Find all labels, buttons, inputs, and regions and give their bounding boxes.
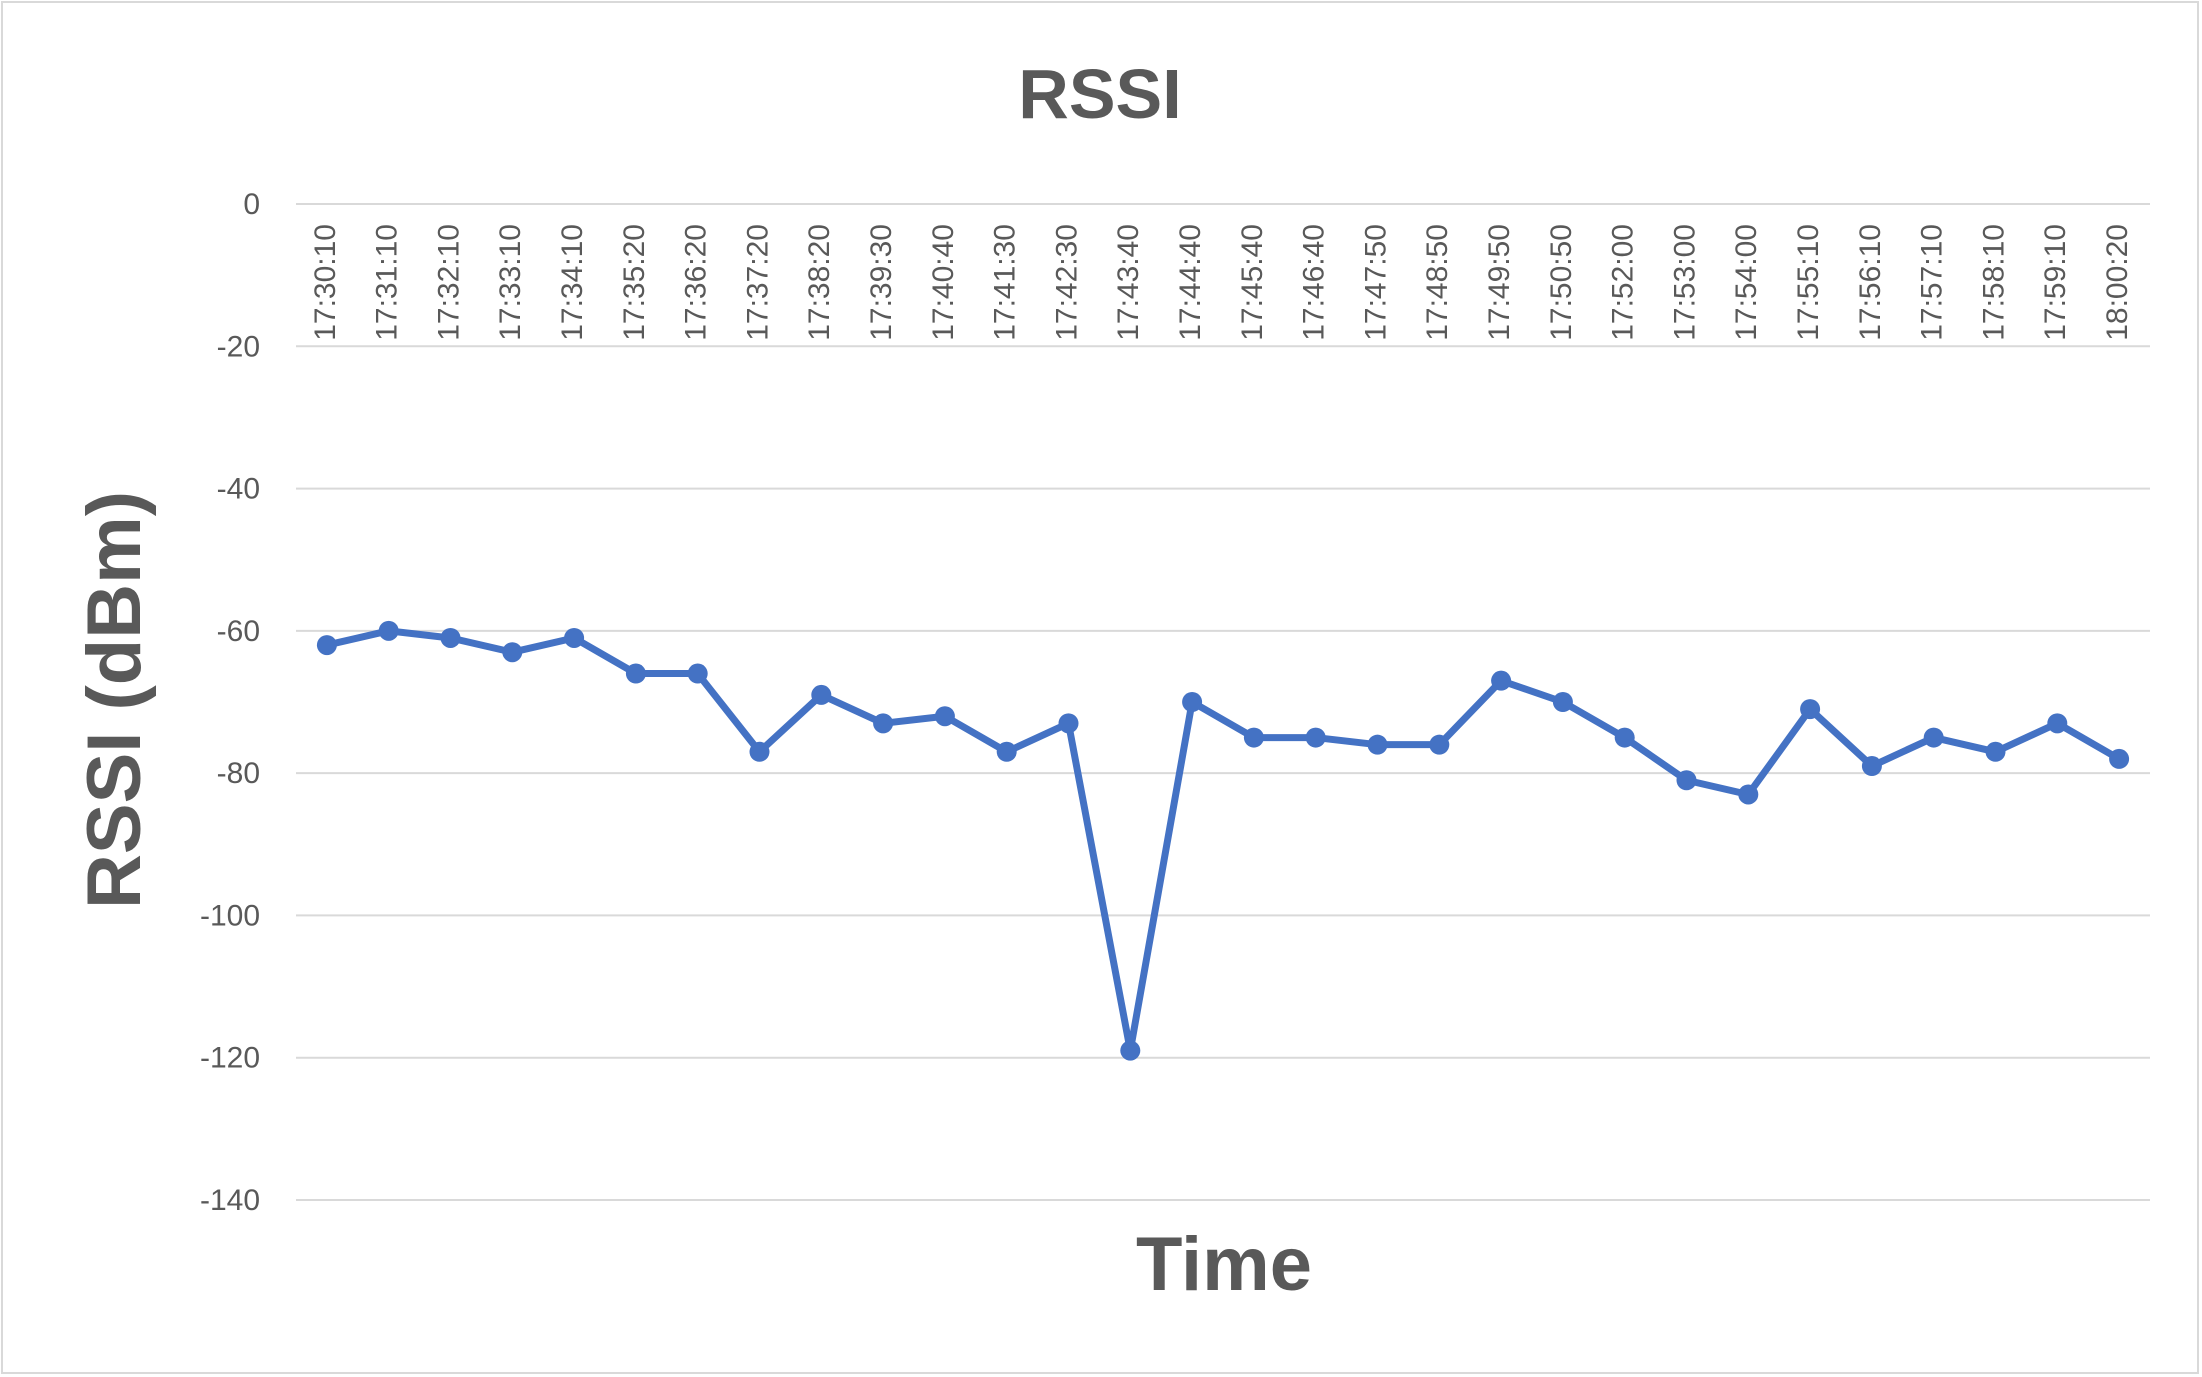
x-tick-label: 17:56:10 bbox=[1854, 224, 1887, 341]
y-tick-label: -40 bbox=[217, 473, 260, 506]
x-tick-label: 17:43:40 bbox=[1112, 224, 1145, 341]
y-tick-label: -140 bbox=[200, 1184, 260, 1217]
x-tick-label: 17:30:10 bbox=[309, 224, 342, 341]
x-tick-label: 17:50:50 bbox=[1545, 224, 1578, 341]
x-tick-label: 17:59:10 bbox=[2039, 224, 2072, 341]
y-tick-labels: 0 -20 -40 -60 -80 -100 -120 -140 bbox=[200, 188, 260, 1217]
y-tick-label: -60 bbox=[217, 615, 260, 648]
x-tick-label: 17:49:50 bbox=[1483, 224, 1516, 341]
x-tick-label: 17:33:10 bbox=[494, 224, 527, 341]
data-point bbox=[316, 635, 337, 656]
data-point bbox=[440, 627, 461, 648]
x-tick-label: 17:32:10 bbox=[432, 224, 465, 341]
data-point bbox=[378, 620, 399, 641]
x-tick-label: 17:47:50 bbox=[1359, 224, 1392, 341]
data-point bbox=[1614, 727, 1635, 748]
x-tick-label: 17:31:10 bbox=[371, 224, 404, 341]
data-point bbox=[1738, 784, 1759, 805]
data-point bbox=[749, 741, 770, 762]
x-tick-label: 17:44:40 bbox=[1174, 224, 1207, 341]
data-point bbox=[1491, 670, 1512, 691]
data-point bbox=[502, 642, 523, 663]
x-tick-label: 17:54:00 bbox=[1730, 224, 1763, 341]
x-tick-label: 17:52:00 bbox=[1607, 224, 1640, 341]
x-axis-title: Time bbox=[1136, 1222, 1312, 1307]
data-point bbox=[1676, 770, 1697, 791]
data-point bbox=[1305, 727, 1326, 748]
data-point bbox=[873, 713, 894, 734]
y-tick-label: -20 bbox=[217, 330, 260, 363]
data-point bbox=[2047, 713, 2068, 734]
x-tick-label: 18:00:20 bbox=[2101, 224, 2134, 341]
data-point bbox=[1429, 734, 1450, 755]
x-tick-label: 17:53:00 bbox=[1668, 224, 1701, 341]
x-tick-label: 17:36:20 bbox=[680, 224, 713, 341]
data-point bbox=[1182, 692, 1203, 712]
data-point bbox=[1120, 1040, 1141, 1061]
x-tick-label: 17:45:40 bbox=[1236, 224, 1269, 341]
data-point bbox=[625, 663, 646, 684]
data-point bbox=[1861, 756, 1882, 777]
series-line bbox=[326, 627, 2121, 1055]
x-tick-label: 17:38:20 bbox=[803, 224, 836, 341]
series-rssi bbox=[316, 620, 2130, 1061]
x-tick-label: 17:41:30 bbox=[989, 224, 1022, 341]
x-tick-label: 17:35:20 bbox=[618, 224, 651, 341]
x-tick-label: 17:57:10 bbox=[1916, 224, 1949, 341]
data-point bbox=[1923, 727, 1944, 748]
data-point bbox=[934, 706, 955, 727]
data-point bbox=[1243, 727, 1264, 748]
data-point bbox=[996, 741, 1017, 762]
data-point bbox=[811, 684, 832, 705]
y-tick-label: -100 bbox=[200, 899, 260, 932]
gridlines bbox=[296, 203, 2150, 1201]
y-tick-label: -80 bbox=[217, 757, 260, 790]
data-point bbox=[1985, 741, 2006, 762]
x-tick-label: 17:58:10 bbox=[1977, 224, 2010, 341]
x-tick-label: 17:55:10 bbox=[1792, 224, 1825, 341]
y-tick-label: -120 bbox=[200, 1042, 260, 1075]
x-tick-label: 17:48:50 bbox=[1421, 224, 1454, 341]
x-tick-label: 17:39:30 bbox=[865, 224, 898, 341]
y-tick-label: 0 bbox=[243, 188, 260, 221]
data-point bbox=[1800, 699, 1821, 720]
data-point bbox=[564, 627, 585, 648]
x-tick-labels: 17:30:10 17:31:10 17:32:10 17:33:10 17:34:10… bbox=[309, 224, 2134, 341]
data-point bbox=[1552, 692, 1573, 712]
x-tick-label: 17:42:30 bbox=[1050, 224, 1083, 341]
data-point bbox=[1058, 713, 1079, 734]
y-axis-title: RSSI (dBm) bbox=[72, 491, 157, 909]
x-tick-label: 17:46:40 bbox=[1298, 224, 1331, 341]
data-point bbox=[687, 663, 708, 684]
data-point bbox=[1367, 734, 1388, 755]
x-tick-label: 17:40:40 bbox=[927, 224, 960, 341]
data-point bbox=[2109, 748, 2130, 769]
x-tick-label: 17:34:10 bbox=[556, 224, 589, 341]
x-tick-label: 17:37:20 bbox=[741, 224, 774, 341]
chart-title: RSSI bbox=[1018, 55, 1181, 133]
